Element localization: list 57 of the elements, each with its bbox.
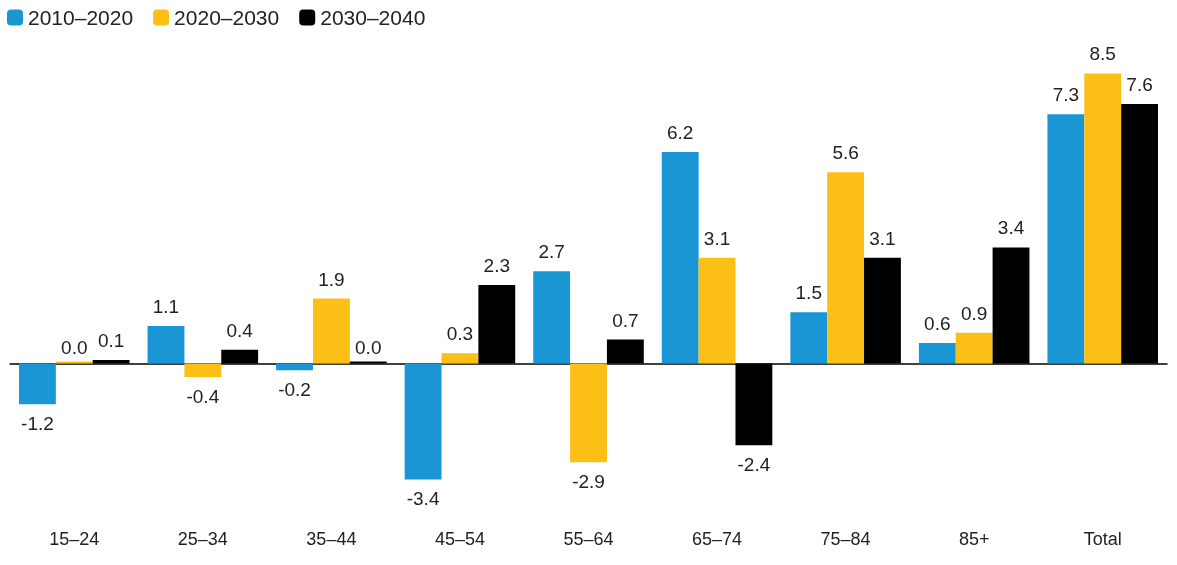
data-label: 1.9 bbox=[318, 268, 345, 290]
bar bbox=[661, 151, 699, 364]
data-label: 2.7 bbox=[538, 241, 565, 263]
bar bbox=[827, 172, 865, 364]
data-label: 1.5 bbox=[795, 282, 822, 304]
x-tick-label: 55–64 bbox=[563, 529, 614, 549]
x-tick-label: 85+ bbox=[958, 529, 990, 549]
bar bbox=[570, 363, 607, 463]
data-label: 3.1 bbox=[703, 227, 731, 249]
bar bbox=[955, 332, 993, 364]
data-label: 3.1 bbox=[869, 227, 896, 249]
x-tick-label: 15–24 bbox=[49, 529, 100, 549]
x-tick-label: 75–84 bbox=[820, 529, 871, 549]
bar bbox=[404, 363, 442, 480]
x-tick-label: 35–44 bbox=[306, 529, 357, 549]
data-label: 8.5 bbox=[1089, 43, 1116, 65]
bar bbox=[276, 363, 313, 371]
data-label: 7.3 bbox=[1052, 84, 1080, 106]
bar bbox=[918, 342, 956, 364]
data-label: 0.9 bbox=[960, 302, 988, 324]
x-tick-label: 25–34 bbox=[177, 529, 228, 549]
data-label: -2.4 bbox=[737, 454, 771, 476]
data-label: 2.3 bbox=[483, 254, 511, 276]
x-tick-label: 65–74 bbox=[692, 529, 743, 549]
data-label: 0.7 bbox=[612, 309, 639, 331]
data-label: 0.6 bbox=[924, 312, 951, 334]
x-tick-label: 45–54 bbox=[434, 529, 485, 549]
legend-label: 2010–2020 bbox=[28, 6, 134, 29]
bar bbox=[19, 363, 56, 405]
bar bbox=[184, 363, 222, 378]
data-label: -0.4 bbox=[186, 386, 220, 408]
bar bbox=[441, 353, 479, 364]
data-label: 0.1 bbox=[97, 329, 125, 351]
bar bbox=[1047, 114, 1085, 364]
bar bbox=[1084, 73, 1122, 364]
bar bbox=[533, 271, 571, 364]
bar bbox=[698, 257, 736, 364]
bar bbox=[55, 361, 93, 364]
data-label: 3.4 bbox=[997, 217, 1025, 239]
data-label: 5.6 bbox=[832, 142, 859, 164]
data-label: 6.2 bbox=[666, 121, 694, 143]
data-label: 0.0 bbox=[355, 337, 382, 359]
data-label: 1.1 bbox=[152, 295, 180, 317]
data-label: -0.2 bbox=[278, 379, 311, 401]
bar bbox=[312, 298, 350, 364]
legend-label: 2030–2040 bbox=[320, 6, 426, 29]
data-label: -2.9 bbox=[572, 471, 605, 493]
legend-label: 2020–2030 bbox=[174, 6, 280, 29]
bar bbox=[147, 325, 185, 364]
data-label: 0.0 bbox=[61, 337, 88, 359]
data-label: -1.2 bbox=[21, 413, 54, 435]
data-label: 7.6 bbox=[1126, 74, 1153, 96]
x-tick-label: Total bbox=[1083, 529, 1122, 549]
data-label: 0.3 bbox=[446, 323, 474, 345]
data-label: 0.4 bbox=[226, 319, 254, 341]
bar bbox=[790, 312, 828, 364]
data-label: -3.4 bbox=[406, 488, 440, 510]
